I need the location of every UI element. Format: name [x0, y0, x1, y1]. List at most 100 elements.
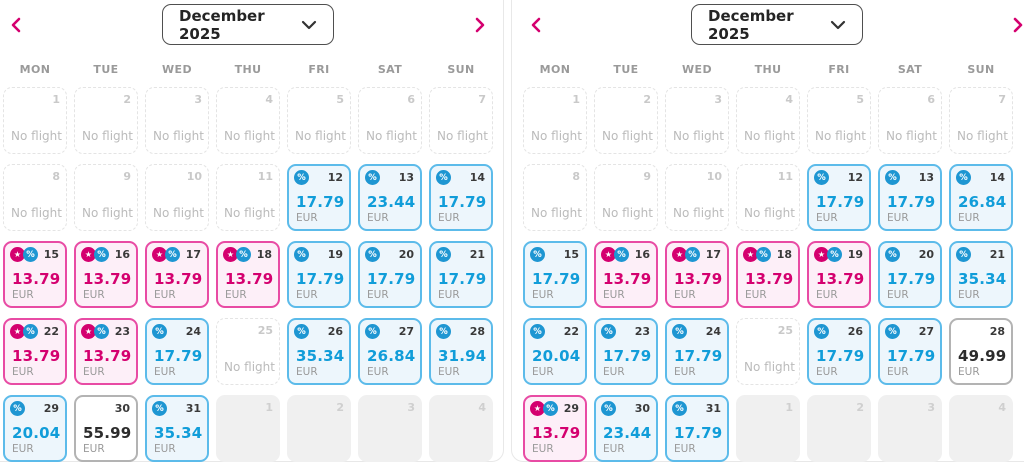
day-cell-22[interactable]: % 22 20.04 EUR [523, 318, 587, 385]
day-cell-29[interactable]: % 29 20.04 EUR [3, 395, 67, 462]
weekday-label: TUE [613, 63, 639, 76]
day-cell-top: 7 [430, 88, 492, 107]
day-cell-top: 4 [430, 396, 492, 415]
day-cell-19[interactable]: % 19 17.79 EUR [287, 241, 351, 308]
badge-group: % [152, 401, 167, 416]
day-cell-7: 7 No flight [949, 87, 1013, 154]
currency-label: EUR [674, 443, 696, 455]
day-number: 22 [563, 325, 579, 338]
percent-badge-icon: % [436, 324, 451, 339]
day-cell-top: 1 [737, 396, 799, 415]
day-cell-11: 11 No flight [216, 164, 280, 231]
day-cell-22[interactable]: ★% 22 13.79 EUR [3, 318, 67, 385]
day-cell-30[interactable]: 30 55.99 EUR [74, 395, 138, 462]
day-cell-27[interactable]: % 27 17.79 EUR [878, 318, 942, 385]
day-cell-24[interactable]: % 24 17.79 EUR [665, 318, 729, 385]
day-cell-top: % 13 [360, 166, 420, 185]
currency-label: EUR [154, 366, 176, 378]
day-cell-19[interactable]: ★% 19 13.79 EUR [807, 241, 871, 308]
day-cell-15[interactable]: ★% 15 13.79 EUR [3, 241, 67, 308]
day-cell-25: 25 No flight [216, 318, 280, 385]
day-cell-top: % 26 [809, 320, 869, 339]
next-month-button[interactable] [470, 15, 489, 35]
day-number: 4 [265, 93, 273, 106]
day-cell-14[interactable]: % 14 26.84 EUR [949, 164, 1013, 231]
day-cell-20[interactable]: % 20 17.79 EUR [358, 241, 422, 308]
day-cell-bottom: No flight [666, 206, 728, 230]
month-dropdown[interactable]: December 2025 [691, 4, 863, 45]
prev-month-button[interactable] [7, 15, 26, 35]
weekday-label: THU [754, 63, 782, 76]
day-number: 10 [186, 170, 202, 183]
day-number: 26 [327, 325, 343, 338]
day-cell-top: % 30 [596, 397, 656, 416]
day-cell-31[interactable]: % 31 17.79 EUR [665, 395, 729, 462]
price-value: 17.79 [674, 423, 723, 442]
day-cell-18[interactable]: ★% 18 13.79 EUR [736, 241, 800, 308]
day-cell-12[interactable]: % 12 17.79 EUR [287, 164, 351, 231]
day-cell-6: 6 No flight [878, 87, 942, 154]
day-cell-top: 8 [4, 165, 66, 184]
day-cell-17[interactable]: ★% 17 13.79 EUR [145, 241, 209, 308]
day-cell-top: 10 [146, 165, 208, 184]
day-cell-13[interactable]: % 13 17.79 EUR [878, 164, 942, 231]
chevron-right-icon [472, 17, 487, 36]
day-number: 19 [327, 248, 343, 261]
day-cell-23[interactable]: ★% 23 13.79 EUR [74, 318, 138, 385]
day-cell-28[interactable]: % 28 31.94 EUR [429, 318, 493, 385]
day-cell-top: % 28 [431, 320, 491, 339]
day-number: 16 [114, 248, 130, 261]
day-cell-top: % 27 [880, 320, 940, 339]
day-cell-30[interactable]: % 30 23.44 EUR [594, 395, 658, 462]
day-cell-16[interactable]: ★% 16 13.79 EUR [74, 241, 138, 308]
day-cell-top: ★% 29 [525, 397, 585, 416]
day-number: 6 [927, 93, 935, 106]
day-cell-top: 28 [951, 320, 1011, 339]
star-badge-icon: ★ [223, 247, 238, 262]
day-cell-4: 4 [949, 395, 1013, 462]
day-cell-18[interactable]: ★% 18 13.79 EUR [216, 241, 280, 308]
day-cell-20[interactable]: % 20 17.79 EUR [878, 241, 942, 308]
badge-group: % [814, 170, 829, 185]
day-cell-24[interactable]: % 24 17.79 EUR [145, 318, 209, 385]
month-dropdown[interactable]: December 2025 [162, 4, 334, 45]
price-value: 35.34 [296, 346, 345, 365]
day-cell-21[interactable]: % 21 17.79 EUR [429, 241, 493, 308]
badge-group: ★% [743, 247, 771, 262]
day-cell-26[interactable]: % 26 17.79 EUR [807, 318, 871, 385]
day-cell-17[interactable]: ★% 17 13.79 EUR [665, 241, 729, 308]
price-value: 17.79 [154, 346, 203, 365]
price-value: 17.79 [296, 269, 345, 288]
currency-label: EUR [603, 366, 625, 378]
day-cell-26[interactable]: % 26 35.34 EUR [287, 318, 351, 385]
day-cell-13[interactable]: % 13 23.44 EUR [358, 164, 422, 231]
day-cell-23[interactable]: % 23 17.79 EUR [594, 318, 658, 385]
day-cell-top: ★% 18 [738, 243, 798, 262]
currency-label: EUR [83, 443, 105, 455]
day-number: 2 [856, 401, 864, 414]
day-cell-top: % 26 [289, 320, 349, 339]
day-cell-bottom: 17.79 EUR [596, 347, 656, 383]
day-number: 25 [257, 324, 273, 337]
day-cell-31[interactable]: % 31 35.34 EUR [145, 395, 209, 462]
next-month-button[interactable] [1008, 15, 1024, 35]
day-cell-1: 1 No flight [523, 87, 587, 154]
day-cell-14[interactable]: % 14 17.79 EUR [429, 164, 493, 231]
day-cell-21[interactable]: % 21 35.34 EUR [949, 241, 1013, 308]
day-cell-27[interactable]: % 27 26.84 EUR [358, 318, 422, 385]
price-value: 13.79 [83, 269, 132, 288]
percent-badge-icon: % [614, 247, 629, 262]
currency-label: EUR [532, 289, 554, 301]
day-cell-16[interactable]: ★% 16 13.79 EUR [594, 241, 658, 308]
percent-badge-icon: % [685, 247, 700, 262]
day-cell-12[interactable]: % 12 17.79 EUR [807, 164, 871, 231]
day-cell-bottom [879, 456, 941, 461]
day-cell-15[interactable]: % 15 17.79 EUR [523, 241, 587, 308]
prev-month-button[interactable] [527, 15, 546, 35]
day-number: 2 [643, 93, 651, 106]
day-cell-28[interactable]: 28 49.99 EUR [949, 318, 1013, 385]
day-cell-top: % 21 [951, 243, 1011, 262]
price-value: 55.99 [83, 423, 132, 442]
currency-label: EUR [296, 366, 318, 378]
day-cell-29[interactable]: ★% 29 13.79 EUR [523, 395, 587, 462]
